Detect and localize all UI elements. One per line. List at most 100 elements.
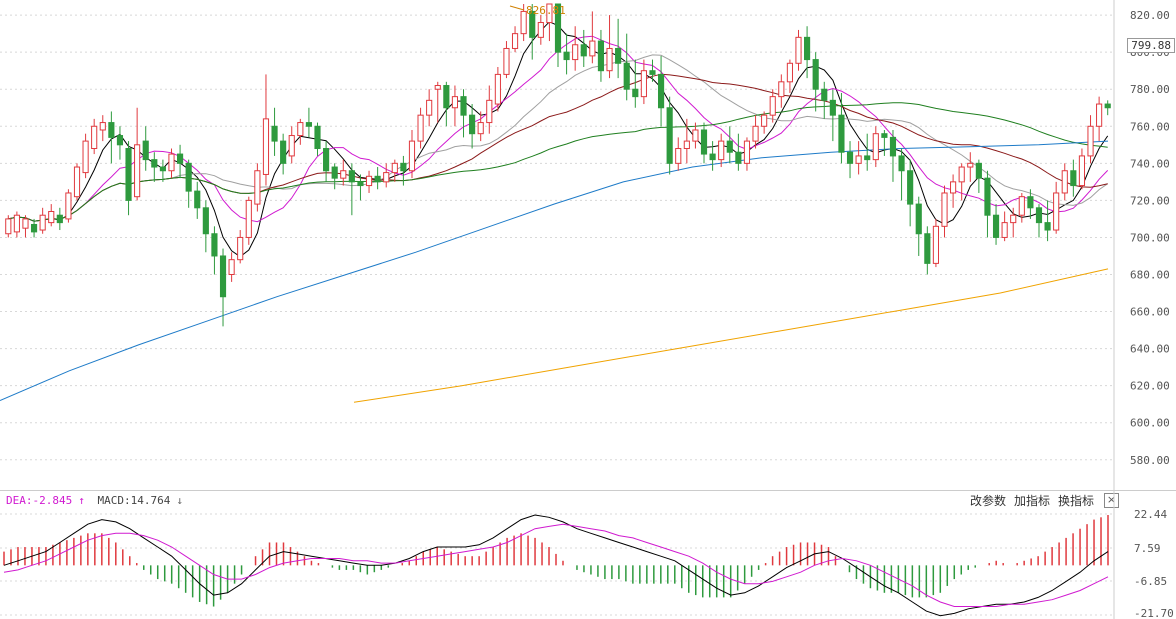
candle [872,126,879,168]
candle [219,248,227,327]
price-tick-label: 600.00 [1130,417,1170,430]
candle [185,159,192,208]
candle [572,26,579,71]
candle [1053,181,1060,234]
candle [529,4,536,60]
candle [365,170,373,193]
candle [692,122,699,149]
candle [297,118,304,145]
macd-chart[interactable]: 22.44 7.59 -6.85 -21.70 [0,490,1176,619]
peak-annotation: 826.81 [509,4,566,17]
candle [1027,189,1034,219]
candle [91,118,98,155]
candle [245,196,252,245]
current-price-tag: 799.88 [1127,38,1175,53]
price-tick-label: 780.00 [1130,83,1170,96]
candle [924,226,931,275]
candle [202,200,209,253]
candle [778,74,785,108]
candle [984,170,991,238]
candle [683,118,690,164]
price-tick-label: 620.00 [1130,380,1170,393]
indicator-toolbar: 改参数 加指标 换指标 [970,492,1094,509]
candle [1087,115,1094,164]
candle [1104,100,1111,116]
candle [451,85,459,127]
candle [735,133,742,171]
candle [30,218,38,238]
candle [1018,192,1025,223]
price-axis: 820.00800.00780.00760.00740.00720.00700.… [1113,0,1170,490]
ma-line [0,140,1109,401]
candle [632,59,639,108]
candle [159,159,166,182]
price-chart[interactable]: 820.00800.00780.00760.00740.00720.00700.… [0,0,1176,490]
price-tick-label: 660.00 [1130,306,1170,319]
candle [323,141,330,182]
candle [623,33,630,101]
candle [408,129,416,179]
macd-tick-label: -6.85 [1134,575,1167,588]
candle [1096,96,1103,142]
candle [228,252,235,282]
price-tick-label: 640.00 [1130,343,1170,356]
candle [761,111,768,134]
candle [889,129,897,182]
macd-readout: MACD:14.764 [97,494,170,507]
change-params-button[interactable]: 改参数 [969,494,1006,508]
candle [589,11,596,64]
price-tick-label: 820.00 [1130,9,1170,22]
candle [666,96,673,175]
dea-readout: DEA:-2.845 [6,494,72,507]
candle [211,226,218,275]
candle [950,174,957,208]
candle [657,55,665,127]
switch-indicator-button[interactable]: 换指标 [1057,494,1094,508]
candle [1070,159,1077,197]
ma-line [353,268,1109,403]
candle [194,181,201,219]
candle [563,33,570,75]
candle [1035,204,1043,238]
candle [262,74,270,186]
candle [391,159,398,182]
candle [554,3,562,67]
candle [804,26,811,79]
candle [597,29,605,82]
candle [769,89,776,123]
candle [511,26,519,53]
price-tick-label: 720.00 [1130,194,1170,207]
candle [125,141,132,216]
candle [546,3,553,42]
macd-tick-label: 22.44 [1134,508,1167,521]
candle [73,163,81,201]
candle [915,196,922,256]
candle [56,207,63,231]
price-tick-label: 760.00 [1130,120,1170,133]
candle [812,52,819,112]
candle [108,111,115,164]
candlesticks [5,3,1111,327]
candle [898,148,905,201]
candle [1061,163,1068,201]
macd-label: MACD [97,494,124,507]
candle [795,29,802,71]
candle [503,41,510,79]
up-arrow-icon: ↑ [78,494,85,507]
candle [5,215,12,238]
candle [615,18,622,79]
candle [675,137,682,171]
candle [700,122,708,164]
candle [357,174,364,201]
candle [580,29,587,67]
close-icon[interactable]: × [1104,493,1119,508]
candle [477,111,484,142]
candle [280,133,287,175]
candle [237,230,244,264]
add-indicator-button[interactable]: 加指标 [1013,494,1050,508]
candle [168,148,175,179]
peak-label: 826.81 [526,4,566,17]
candle [469,104,476,149]
candle [932,218,939,268]
macd-axis: 22.44 7.59 -6.85 -21.70 [1113,490,1174,619]
